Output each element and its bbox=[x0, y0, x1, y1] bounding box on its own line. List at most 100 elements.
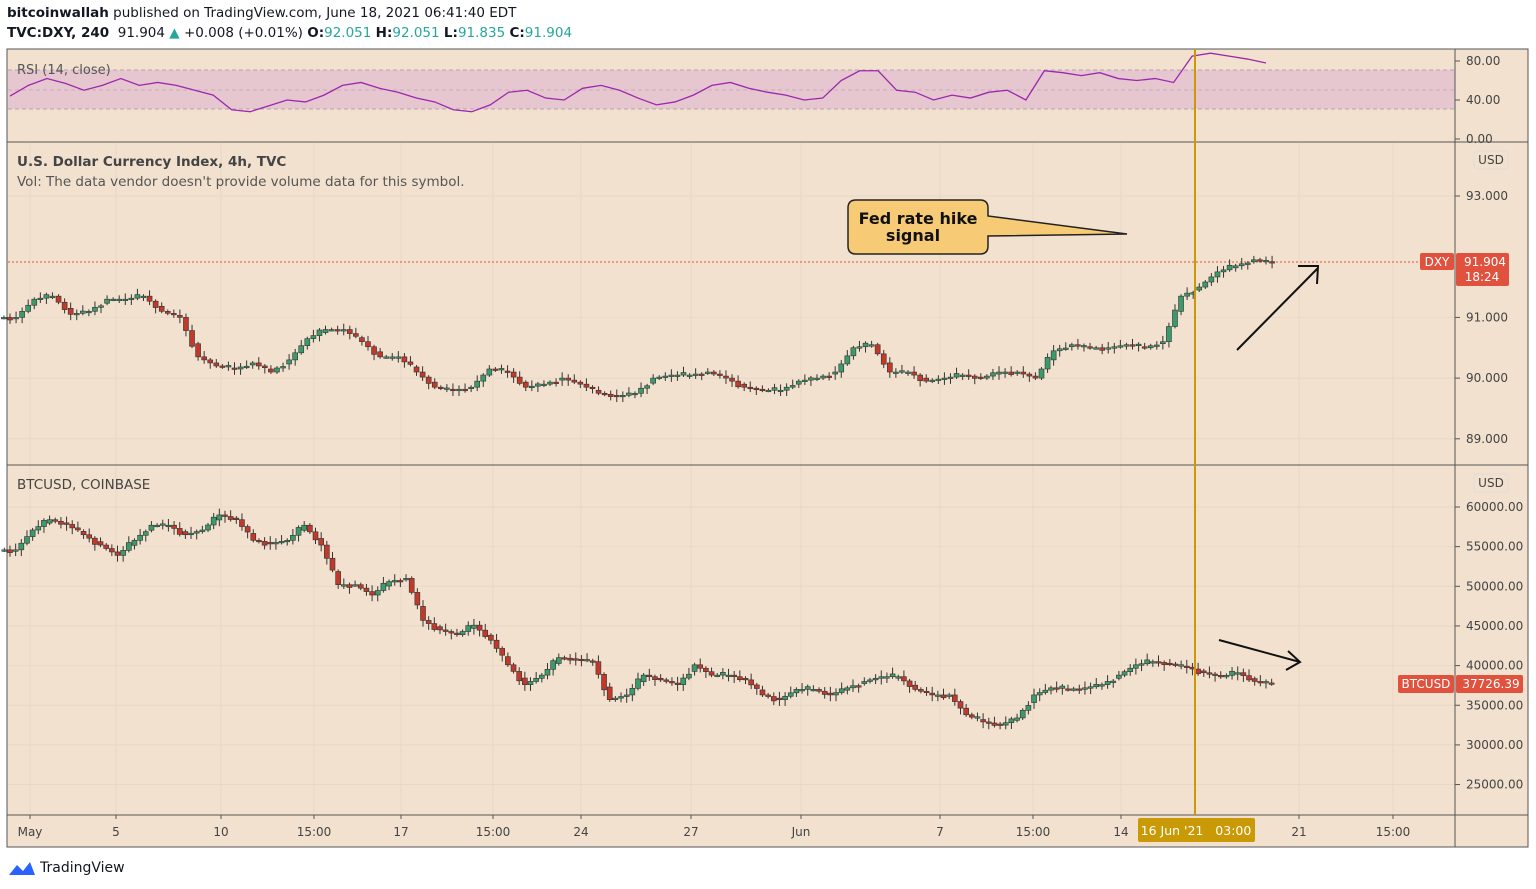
currency-badge[interactable]: USD bbox=[1473, 150, 1509, 170]
btc-candle bbox=[669, 681, 675, 684]
symbol-line: TVC:DXY, 240 91.904 ▲ +0.008 (+0.01%) O:… bbox=[7, 25, 572, 41]
btc-candle bbox=[1121, 671, 1128, 676]
btc-candle bbox=[193, 531, 200, 534]
currency-badge[interactable]: USD bbox=[1473, 473, 1509, 493]
btc-candle bbox=[103, 544, 109, 549]
dxy-candle bbox=[1257, 259, 1263, 262]
btc-candle bbox=[176, 528, 183, 535]
dxy-candle bbox=[73, 313, 80, 316]
btc-candle bbox=[1229, 670, 1235, 676]
dxy-candle bbox=[177, 315, 183, 318]
btc-candle bbox=[969, 714, 975, 718]
dxy-candle bbox=[140, 295, 147, 298]
dxy-pane bbox=[1, 255, 1275, 403]
btc-candle bbox=[131, 540, 138, 546]
dxy-candle bbox=[620, 394, 626, 398]
btc-candle bbox=[448, 631, 455, 634]
btc-candle bbox=[714, 674, 721, 677]
btc-tick-label: 50000.00 bbox=[1466, 579, 1523, 593]
btc-candle bbox=[250, 533, 257, 541]
btc-candle bbox=[997, 723, 1003, 726]
time-label: 7 bbox=[936, 825, 944, 839]
dxy-candle bbox=[601, 392, 608, 396]
dxy-candle bbox=[996, 371, 1002, 375]
btc-candle bbox=[41, 520, 47, 527]
dxy-candle bbox=[346, 329, 353, 334]
dxy-candle bbox=[146, 295, 153, 302]
dxy-candle bbox=[116, 298, 123, 301]
callout-text: Fed rate hike bbox=[859, 209, 978, 228]
btc-candle bbox=[341, 584, 347, 587]
btc-candle bbox=[561, 657, 568, 660]
dxy-candle bbox=[268, 368, 274, 373]
dxy-candle bbox=[1251, 259, 1257, 263]
btc-candle bbox=[895, 676, 902, 679]
btc-tick-label: 45000.00 bbox=[1466, 619, 1523, 633]
btc-candle bbox=[861, 681, 868, 684]
btc-candle bbox=[1036, 692, 1043, 696]
dxy-candle bbox=[201, 356, 207, 361]
btc-candle bbox=[527, 681, 534, 685]
author[interactable]: bitcoinwallah bbox=[7, 5, 109, 21]
dxy-candle bbox=[425, 376, 432, 384]
dxy-candle bbox=[19, 311, 25, 318]
btc-candle bbox=[567, 657, 573, 661]
btc-candle bbox=[1167, 662, 1173, 666]
dxy-candle bbox=[1196, 286, 1203, 291]
btc-candle bbox=[635, 678, 641, 689]
btc-candle bbox=[539, 674, 545, 679]
fed-callout[interactable]: Fed rate hike signal bbox=[847, 199, 1128, 255]
rsi-title: RSI (14, close) bbox=[17, 63, 111, 78]
brand-name: TradingView bbox=[40, 860, 125, 876]
btc-candle bbox=[748, 679, 754, 686]
dxy-candle bbox=[1050, 350, 1057, 361]
btc-last-price: 37726.39 bbox=[1462, 677, 1519, 691]
dxy-candle bbox=[262, 365, 268, 369]
dxy-candle bbox=[371, 346, 377, 355]
btc-candle bbox=[1048, 687, 1054, 691]
dxy-candle bbox=[231, 367, 238, 370]
btc-candle bbox=[1070, 688, 1077, 691]
btc-candle bbox=[1093, 683, 1100, 688]
dxy-candle bbox=[1178, 295, 1184, 312]
dxy-candle bbox=[25, 304, 32, 312]
btc-candle bbox=[657, 677, 664, 681]
dxy-candle bbox=[1123, 344, 1130, 347]
dxy-candle bbox=[104, 298, 110, 304]
tradingview-logo[interactable]: TradingView bbox=[8, 859, 125, 877]
dxy-candle bbox=[413, 366, 420, 373]
btc-candle bbox=[697, 664, 704, 669]
btc-candle bbox=[754, 684, 760, 689]
btc-candle bbox=[154, 524, 160, 528]
btc-candle bbox=[431, 623, 438, 630]
symbol: TVC:DXY, 240 bbox=[7, 25, 110, 41]
dxy-candle bbox=[225, 365, 232, 368]
dxy-candle bbox=[935, 378, 942, 381]
dxy-candle bbox=[899, 370, 905, 373]
dxy-candle bbox=[1069, 344, 1075, 348]
dxy-candle bbox=[547, 381, 553, 385]
btc-candle bbox=[1257, 681, 1264, 684]
btc-candle bbox=[301, 524, 307, 531]
btc-candle bbox=[1065, 688, 1071, 691]
btc-candle bbox=[1268, 682, 1275, 685]
time-label: 27 bbox=[683, 825, 698, 839]
dxy-candle bbox=[395, 356, 402, 359]
dxy-candle bbox=[802, 379, 808, 382]
dxy-candle bbox=[462, 388, 468, 392]
dxy-candle bbox=[1226, 264, 1233, 271]
btc-candle bbox=[505, 656, 511, 666]
rsi-line bbox=[9, 52, 1267, 113]
currency-text: USD bbox=[1478, 153, 1504, 167]
time-label: 15:00 bbox=[1016, 825, 1051, 839]
btc-candle bbox=[374, 590, 381, 596]
btc-candle bbox=[346, 584, 353, 588]
dxy-candle bbox=[498, 368, 505, 371]
btc-candle bbox=[708, 671, 715, 676]
btc-candle bbox=[318, 538, 324, 546]
btc-candle bbox=[901, 676, 907, 682]
btc-candle bbox=[1251, 678, 1258, 682]
dxy-candle bbox=[723, 375, 729, 379]
btc-candle bbox=[991, 722, 998, 726]
